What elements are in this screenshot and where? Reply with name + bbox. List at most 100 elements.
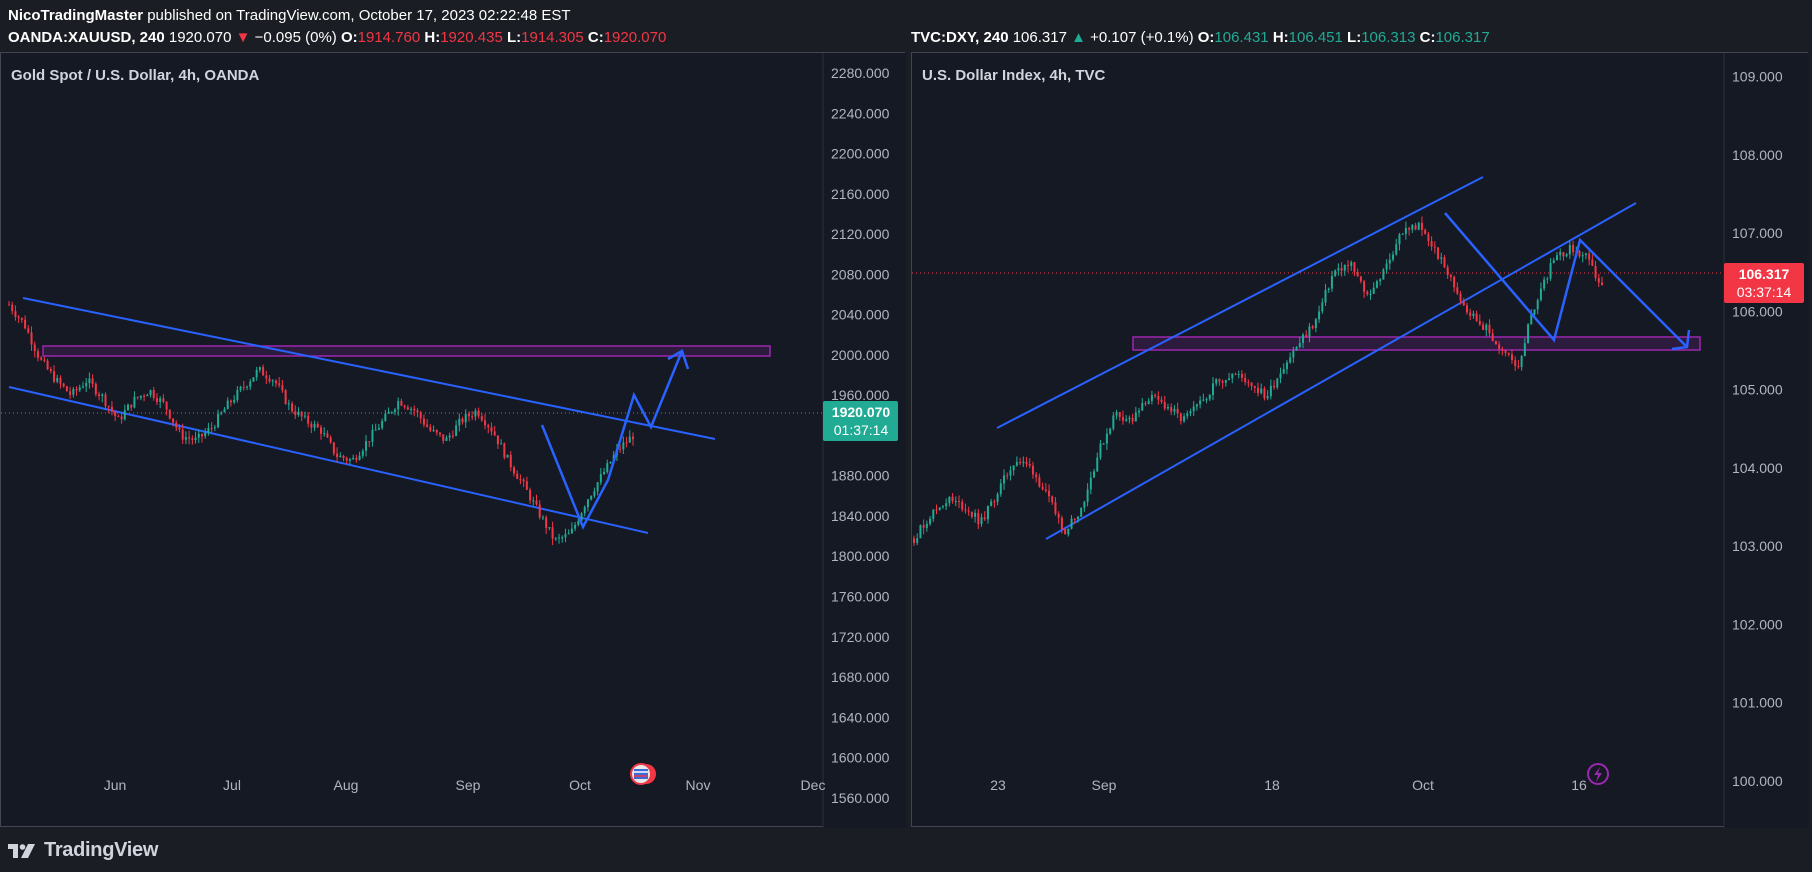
price-tick-label: 2280.000	[831, 65, 890, 81]
candle-body	[1179, 413, 1182, 422]
gold-chart-panel[interactable]: 2280.000 2240.000 2200.000 2160.000 2120.000…	[0, 52, 906, 828]
lower-trendline[interactable]	[8, 386, 649, 534]
candle-body	[1189, 411, 1192, 414]
candle-body	[1395, 244, 1398, 255]
gold-candles	[8, 300, 634, 546]
projection-path[interactable]	[540, 350, 684, 530]
candle-body	[548, 527, 551, 529]
candle-body	[512, 467, 515, 474]
candle-body	[1404, 228, 1407, 234]
price-tick-label: 2000.000	[831, 347, 890, 363]
candle-body	[925, 523, 928, 528]
candle-body	[554, 538, 557, 540]
resistance-zone[interactable]	[42, 345, 771, 357]
candle-body	[1527, 324, 1530, 344]
candle-body	[43, 359, 46, 361]
channel-lower-line[interactable]	[1045, 202, 1637, 540]
candle-body	[210, 427, 213, 429]
candle-body	[983, 517, 986, 520]
candle-body	[1170, 407, 1173, 412]
candle-body	[1498, 344, 1501, 349]
brand-name: TradingView	[44, 839, 159, 861]
candle-body	[509, 454, 512, 468]
right-legend: TVC:DXY, 240 106.317 ▲ +0.107 (+0.1%) O:…	[911, 29, 1490, 46]
time-axis[interactable]: 23 Sep 18 Oct 16	[912, 777, 1724, 793]
candle-body	[56, 377, 59, 382]
candle-body	[439, 432, 442, 435]
price-tick-label: 1600.000	[831, 750, 890, 766]
price-tick-label: 1880.000	[831, 468, 890, 484]
author-name[interactable]: NicoTradingMaster	[8, 7, 144, 24]
candle-body	[1006, 475, 1009, 477]
candle-body	[1080, 507, 1083, 517]
candle-body	[255, 369, 258, 378]
time-tick-label: Dec	[801, 777, 826, 793]
candle-body	[30, 332, 33, 345]
footer-brand[interactable]: TradingView	[8, 839, 158, 862]
candle-body	[291, 403, 294, 412]
candle-body	[72, 389, 75, 395]
left-open: 1914.760	[357, 29, 421, 46]
candle-body	[287, 403, 290, 405]
candle-body	[1105, 433, 1108, 444]
candle-body	[220, 412, 223, 414]
high-label: H:	[1272, 29, 1289, 46]
candle-body	[53, 371, 56, 382]
candle-body	[1257, 387, 1259, 394]
gold-chart-svg[interactable]: 2280.000 2240.000 2200.000 2160.000 2120.000…	[1, 53, 906, 828]
candle-body	[107, 406, 110, 408]
candle-body	[294, 411, 297, 416]
candle-body	[1565, 254, 1568, 257]
candle-body	[1321, 302, 1324, 312]
dxy-chart-panel[interactable]: 109.000 108.000 107.000 106.000 105.000 104.0…	[911, 52, 1809, 828]
channel-upper-line[interactable]	[996, 176, 1484, 429]
time-axis[interactable]: Jun Jul Aug Sep Oct Nov Dec	[1, 777, 826, 793]
last-price-badge	[823, 401, 898, 441]
candle-body	[1510, 354, 1513, 361]
candle-body	[194, 437, 197, 441]
support-zone[interactable]	[1132, 336, 1701, 351]
candle-body	[24, 319, 27, 329]
candle-body	[278, 383, 281, 386]
candle-body	[1279, 373, 1282, 379]
tradingview-logo-icon	[8, 843, 35, 858]
open-label: O:	[1197, 29, 1215, 46]
candle-body	[1417, 222, 1420, 230]
candle-body	[970, 511, 973, 517]
candle-body	[1231, 373, 1234, 379]
candle-body	[1273, 385, 1276, 388]
time-tick-label: Sep	[456, 777, 481, 793]
price-axis[interactable]: 109.000 108.000 107.000 106.000 105.000 104.0…	[1723, 53, 1809, 828]
candle-body	[181, 429, 184, 440]
lightning-icon[interactable]	[1587, 763, 1609, 785]
candle-body	[570, 528, 573, 534]
candle-body	[40, 357, 43, 360]
candle-body	[390, 411, 393, 413]
time-tick-label: Jun	[104, 777, 127, 793]
candle-body	[1183, 416, 1186, 422]
candle-body	[1003, 475, 1006, 484]
candle-body	[387, 412, 390, 414]
left-symbol[interactable]: OANDA:XAUUSD, 240	[8, 29, 165, 46]
projection-path[interactable]	[1444, 212, 1688, 348]
candle-body	[123, 410, 126, 420]
candle-body	[583, 507, 586, 514]
open-label: O:	[340, 29, 358, 46]
dxy-chart-svg[interactable]: 109.000 108.000 107.000 106.000 105.000 104.0…	[912, 53, 1809, 828]
upper-trendline[interactable]	[22, 297, 716, 440]
candle-body	[1138, 410, 1141, 413]
right-symbol[interactable]: TVC:DXY, 240	[911, 29, 1009, 46]
candle-body	[1295, 347, 1298, 351]
candle-body	[1015, 462, 1018, 466]
candle-body	[1469, 312, 1472, 316]
flag-us-events-icon[interactable]	[630, 763, 656, 785]
candle-body	[217, 413, 220, 428]
candle-body	[1144, 403, 1147, 405]
time-tick-label: 16	[1571, 777, 1587, 793]
candle-body	[1038, 477, 1041, 487]
candle-body	[503, 443, 506, 458]
candle-body	[162, 398, 165, 402]
candle-body	[1517, 366, 1520, 368]
candle-body	[596, 482, 599, 492]
candle-body	[455, 425, 458, 436]
